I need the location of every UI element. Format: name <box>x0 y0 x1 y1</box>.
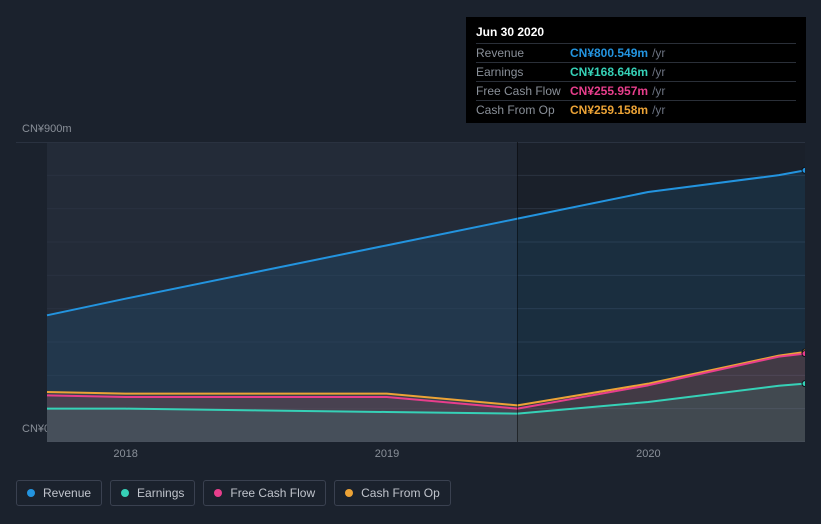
legend-label: Cash From Op <box>361 486 440 500</box>
y-tick-max: CN¥900m <box>22 123 72 135</box>
tooltip-label: Revenue <box>476 46 570 60</box>
tooltip-unit: /yr <box>652 65 665 79</box>
chart-tooltip: Jun 30 2020 Revenue CN¥800.549m /yr Earn… <box>466 17 806 123</box>
legend-dot-icon <box>27 489 35 497</box>
tooltip-row-fcf: Free Cash Flow CN¥255.957m /yr <box>476 81 796 100</box>
x-tick: 2018 <box>113 448 137 460</box>
tooltip-value: CN¥800.549m <box>570 46 648 60</box>
tooltip-row-revenue: Revenue CN¥800.549m /yr <box>476 43 796 62</box>
x-tick: 2020 <box>636 448 660 460</box>
tooltip-date: Jun 30 2020 <box>476 25 796 39</box>
tooltip-value: CN¥259.158m <box>570 103 648 117</box>
tooltip-row-cfo: Cash From Op CN¥259.158m /yr <box>476 100 796 119</box>
tooltip-row-earnings: Earnings CN¥168.646m /yr <box>476 62 796 81</box>
chart-legend: Revenue Earnings Free Cash Flow Cash Fro… <box>16 480 451 506</box>
legend-item-cfo[interactable]: Cash From Op <box>334 480 451 506</box>
tooltip-value: CN¥168.646m <box>570 65 648 79</box>
tooltip-unit: /yr <box>652 84 665 98</box>
x-tick: 2019 <box>375 448 399 460</box>
legend-dot-icon <box>345 489 353 497</box>
tooltip-unit: /yr <box>652 103 665 117</box>
legend-dot-icon <box>214 489 222 497</box>
legend-item-revenue[interactable]: Revenue <box>16 480 102 506</box>
financial-area-chart[interactable] <box>16 142 805 442</box>
legend-item-fcf[interactable]: Free Cash Flow <box>203 480 326 506</box>
tooltip-unit: /yr <box>652 46 665 60</box>
tooltip-label: Earnings <box>476 65 570 79</box>
legend-item-earnings[interactable]: Earnings <box>110 480 195 506</box>
tooltip-value: CN¥255.957m <box>570 84 648 98</box>
legend-dot-icon <box>121 489 129 497</box>
tooltip-label: Cash From Op <box>476 103 570 117</box>
legend-label: Earnings <box>137 486 184 500</box>
tooltip-label: Free Cash Flow <box>476 84 570 98</box>
legend-label: Revenue <box>43 486 91 500</box>
chart-container: Jun 30 2020 Revenue CN¥800.549m /yr Earn… <box>0 0 821 524</box>
legend-label: Free Cash Flow <box>230 486 315 500</box>
